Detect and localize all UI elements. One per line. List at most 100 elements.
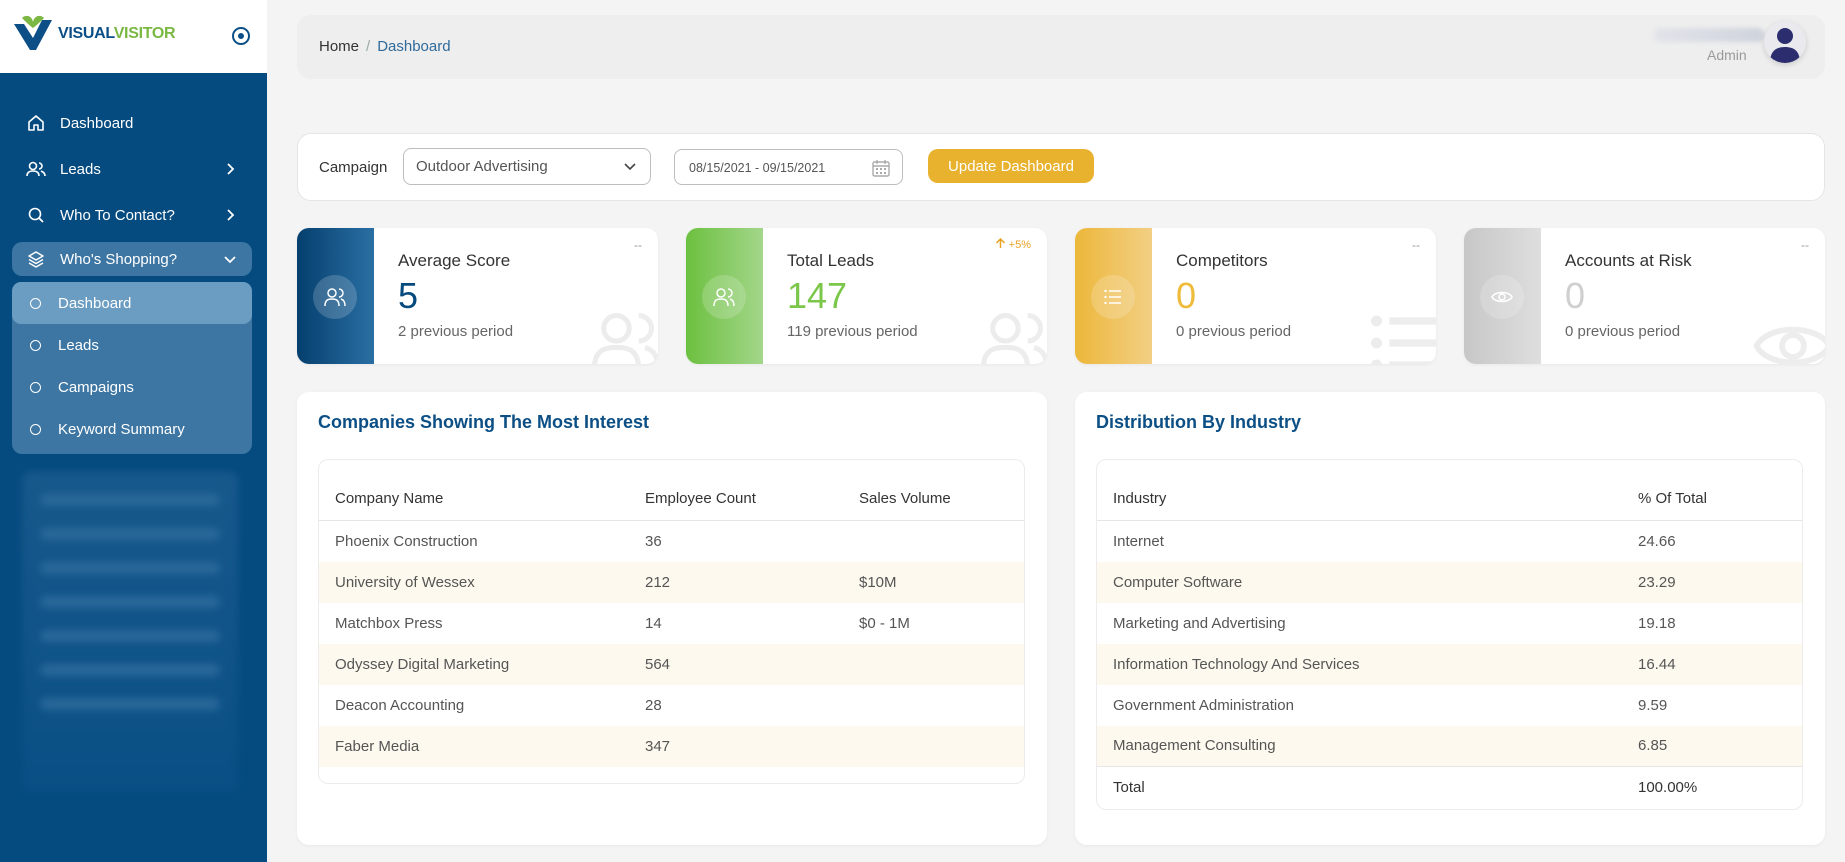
stat-title: Total Leads <box>787 251 874 270</box>
column-header[interactable]: Employee Count <box>629 460 843 521</box>
table-cell: Faber Media <box>319 725 629 767</box>
sidebar-item-who-to-contact[interactable]: Who To Contact? <box>12 192 252 238</box>
stat-previous: 119 previous period <box>787 323 918 340</box>
stat-value: 5 <box>398 275 419 316</box>
column-header[interactable]: % Of Total <box>1622 460 1802 521</box>
stat-trend-value: +5% <box>1008 239 1031 251</box>
stat-value: 147 <box>787 275 848 316</box>
whos-shopping-submenu: Dashboard Leads Campaigns Keyword Summar… <box>12 282 252 454</box>
stat-card-side <box>686 228 763 364</box>
table-cell: 36 <box>645 532 662 550</box>
table-row[interactable]: Marketing and Advertising 19.18 <box>1097 603 1802 644</box>
table-cell: 23.29 <box>1622 561 1802 603</box>
stat-title: Accounts at Risk <box>1565 251 1692 270</box>
total-label: Total <box>1097 766 1622 809</box>
subnav-item-campaigns[interactable]: Campaigns <box>12 366 252 408</box>
logo-text: VISUALVISITOR <box>58 25 176 42</box>
sidebar: VISUALVISITOR Dashboard Leads Who To Con… <box>0 0 267 862</box>
table-row[interactable]: Internet 24.66 <box>1097 521 1802 562</box>
sidebar-item-whos-shopping[interactable]: Who's Shopping? <box>12 242 252 276</box>
table-cell <box>843 643 1024 685</box>
industry-table-wrapper: Industry % Of Total Internet 24.66 Compu… <box>1096 459 1803 810</box>
user-role: Admin <box>1707 47 1747 63</box>
table-row[interactable]: Phoenix Construction 36 <box>319 521 1024 562</box>
campaign-label: Campaign <box>319 159 388 176</box>
users-icon <box>26 159 46 179</box>
chevron-right-icon <box>227 209 235 221</box>
brand-area: VISUALVISITOR <box>0 0 267 73</box>
table-cell <box>843 725 1024 767</box>
breadcrumb-current: Dashboard <box>377 38 451 55</box>
stat-trend: -- <box>1801 238 1809 252</box>
home-icon <box>26 113 46 133</box>
table-cell: Odyssey Digital Marketing <box>319 643 629 685</box>
blurred-menu-section <box>22 472 238 792</box>
table-row[interactable]: Odyssey Digital Marketing 564 <box>319 643 1024 685</box>
avatar[interactable] <box>1764 21 1806 63</box>
table-spacer-row <box>319 767 1024 783</box>
subnav-item-keyword-summary[interactable]: Keyword Summary <box>12 408 252 450</box>
breadcrumb-separator: / <box>366 38 371 55</box>
chevron-down-icon <box>624 163 636 171</box>
stat-card-side <box>1075 228 1152 364</box>
table-cell: 6.85 <box>1622 725 1802 767</box>
sidebar-item-dashboard[interactable]: Dashboard <box>12 100 252 146</box>
top-bar: Home / Dashboard Admin <box>297 15 1825 79</box>
campaign-select[interactable]: Outdoor Advertising <box>403 148 651 185</box>
table-cell: University of Wessex <box>319 561 629 603</box>
table-cell <box>843 521 1024 562</box>
logo[interactable]: VISUALVISITOR <box>12 14 212 54</box>
table-cell: Computer Software <box>1097 561 1622 603</box>
blurred-user-name <box>1654 28 1764 42</box>
table-row[interactable]: Deacon Accounting 28 <box>319 685 1024 726</box>
sidebar-toggle-icon[interactable] <box>230 25 252 47</box>
date-range-input[interactable]: 08/15/2021 - 09/15/2021 <box>674 149 903 185</box>
table-cell: Phoenix Construction <box>335 532 478 550</box>
users-watermark-icon <box>981 313 1047 364</box>
table-row[interactable]: Computer Software 23.29 <box>1097 561 1802 603</box>
breadcrumb-home-link[interactable]: Home <box>319 38 360 55</box>
stat-card-competitors: Competitors 0 0 previous period -- <box>1075 228 1436 364</box>
table-cell: $10M <box>843 561 1024 603</box>
sidebar-item-label: Who's Shopping? <box>60 250 178 268</box>
column-header[interactable]: Sales Volume <box>843 460 1024 521</box>
stat-previous: 2 previous period <box>398 323 514 340</box>
table-cell: 14 <box>645 614 662 632</box>
table-cell: Deacon Accounting <box>335 696 465 714</box>
table-row[interactable]: Management Consulting 6.85 <box>1097 725 1802 767</box>
chevron-down-icon <box>224 256 236 264</box>
table-row[interactable]: University of Wessex 212 $10M <box>319 561 1024 603</box>
table-row[interactable]: Matchbox Press 14 $0 - 1M <box>319 603 1024 644</box>
table-cell: 16.44 <box>1622 643 1802 685</box>
table-cell: 212 <box>629 561 843 603</box>
subnav-item-dashboard[interactable]: Dashboard <box>12 282 252 324</box>
arrow-up-icon <box>995 237 1005 248</box>
table-row[interactable]: Faber Media 347 <box>319 725 1024 767</box>
table-header-row: Company Name Employee Count Sales Volume <box>319 460 1024 521</box>
total-value: 100.00% <box>1622 766 1802 809</box>
table-row[interactable]: Government Administration 9.59 <box>1097 685 1802 726</box>
column-header[interactable]: Company Name <box>319 460 629 521</box>
users-icon <box>313 275 357 319</box>
table-cell: 9.59 <box>1638 696 1668 714</box>
table-cell: Management Consulting <box>1097 725 1622 767</box>
eye-icon <box>1480 275 1524 319</box>
column-header[interactable]: Industry <box>1097 460 1622 521</box>
stat-value: 0 <box>1565 275 1586 316</box>
stat-trend: -- <box>634 238 642 252</box>
eye-watermark-icon <box>1753 326 1825 364</box>
stat-title: Average Score <box>398 251 511 270</box>
update-dashboard-button[interactable]: Update Dashboard <box>928 149 1094 183</box>
table-row[interactable]: Information Technology And Services 16.4… <box>1097 643 1802 685</box>
calendar-icon[interactable] <box>871 158 891 178</box>
subnav-item-leads[interactable]: Leads <box>12 324 252 366</box>
subnav-item-label: Campaigns <box>58 378 134 396</box>
sidebar-nav: Dashboard Leads Who To Contact? Who's Sh… <box>12 100 252 454</box>
date-range-value: 08/15/2021 - 09/15/2021 <box>689 161 826 175</box>
table-cell: Internet <box>1113 532 1164 550</box>
table-cell: 347 <box>629 725 843 767</box>
companies-panel-title: Companies Showing The Most Interest <box>318 412 650 432</box>
stat-trend: -- <box>1412 238 1420 252</box>
table-cell: Marketing and Advertising <box>1113 614 1286 632</box>
sidebar-item-leads[interactable]: Leads <box>12 146 252 192</box>
